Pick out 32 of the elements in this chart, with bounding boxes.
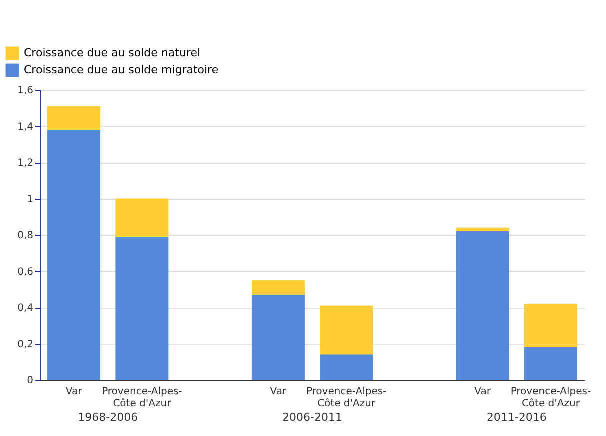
x-tick-label: Var bbox=[66, 386, 84, 398]
bar bbox=[524, 347, 578, 380]
legend-label: Croissance due au solde naturel bbox=[24, 46, 201, 60]
y-tick-label: 1 bbox=[27, 194, 34, 206]
x-tick-label: Provence-Alpes-Côte d'Azur bbox=[102, 386, 183, 410]
text: 2011-2016 bbox=[486, 411, 547, 424]
bar bbox=[456, 231, 510, 380]
bar bbox=[320, 354, 374, 380]
bar bbox=[116, 198, 169, 237]
bar bbox=[320, 306, 374, 355]
text: 2006-2011 bbox=[282, 411, 342, 424]
bar bbox=[456, 228, 510, 232]
x-tick-label: Provence-Alpes-Côte d'Azur bbox=[510, 386, 592, 410]
text: 1968-2006 bbox=[78, 411, 138, 424]
y-tick-label: 0,4 bbox=[18, 303, 34, 314]
y-tick-label: 0 bbox=[27, 376, 34, 386]
legend-label: Croissance due au solde migratoire bbox=[24, 64, 219, 76]
y-tick-label: 0,8 bbox=[18, 230, 34, 242]
bar bbox=[524, 304, 578, 348]
bar bbox=[48, 130, 101, 380]
x-tick-label: Var bbox=[270, 386, 288, 398]
x-tick-label: Provence-Alpes-Côte d'Azur bbox=[306, 386, 388, 410]
bar bbox=[116, 236, 169, 380]
bar bbox=[48, 106, 101, 130]
y-tick-label: 1,2 bbox=[18, 158, 34, 169]
y-tick-label: 0,2 bbox=[18, 339, 34, 350]
y-tick-label: 1,4 bbox=[18, 122, 34, 133]
bar bbox=[252, 280, 305, 295]
y-tick-label: 1,6 bbox=[18, 86, 34, 96]
bar bbox=[252, 294, 305, 380]
x-tick-label: Var bbox=[474, 386, 492, 398]
y-tick-label: 0,6 bbox=[18, 266, 34, 278]
